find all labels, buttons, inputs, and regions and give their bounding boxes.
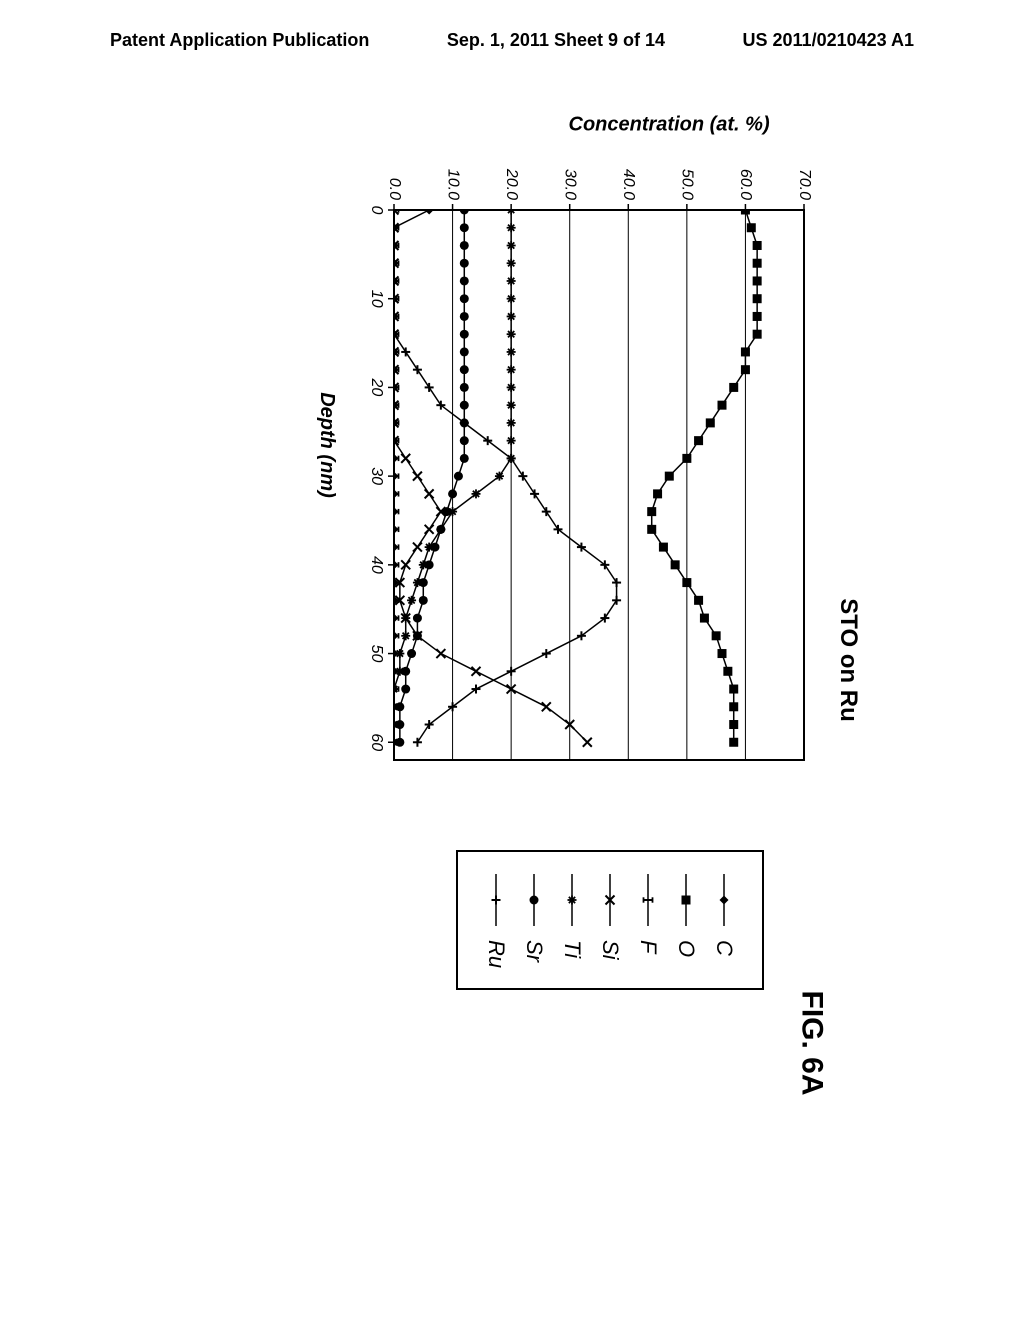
legend-item-sr: Sr xyxy=(520,872,548,968)
legend-label: Ru xyxy=(483,940,509,968)
legend-item-ru: Ru xyxy=(482,872,510,968)
svg-text:0.0: 0.0 xyxy=(386,178,403,200)
svg-text:50: 50 xyxy=(368,645,385,663)
legend-label: Sr xyxy=(521,940,547,962)
svg-text:10: 10 xyxy=(368,290,385,308)
svg-text:0: 0 xyxy=(368,206,385,215)
legend-label: Ti xyxy=(559,940,585,958)
chart-title: STO on Ru xyxy=(834,110,862,1210)
svg-text:10.0: 10.0 xyxy=(444,169,461,200)
y-axis-label: Concentration (at. %) xyxy=(569,114,599,137)
legend-item-o: O xyxy=(672,872,700,968)
chart-container: STO on Ru Concentration (at. %) 0.0 10.0 2… xyxy=(162,110,862,1210)
chart-legend: COF Si Ti Sr Ru xyxy=(456,850,764,990)
svg-text:70.0: 70.0 xyxy=(796,169,813,200)
svg-text:60: 60 xyxy=(368,733,385,751)
svg-text:30: 30 xyxy=(368,467,385,485)
legend-item-c: C xyxy=(710,872,738,968)
legend-item-si: Si xyxy=(596,872,624,968)
svg-text:20: 20 xyxy=(368,378,385,397)
header-right: US 2011/0210423 A1 xyxy=(743,30,914,51)
figure-label: FIG. 6A xyxy=(794,990,828,1095)
legend-label: C xyxy=(711,940,737,956)
x-axis-label: Depth (nm) xyxy=(315,392,338,498)
header-left: Patent Application Publication xyxy=(110,30,369,51)
chart-plot: 0.0 10.0 20.0 30.0 40.0 50.0 60.0 70.0 0 10 20 30 40… xyxy=(344,140,824,780)
svg-text:60.0: 60.0 xyxy=(737,169,754,200)
svg-text:20.0: 20.0 xyxy=(503,168,520,200)
svg-text:30.0: 30.0 xyxy=(561,169,578,200)
svg-text:40: 40 xyxy=(368,556,385,574)
legend-label: F xyxy=(635,940,661,953)
legend-item-ti: Ti xyxy=(558,872,586,968)
svg-text:50.0: 50.0 xyxy=(679,169,696,200)
page-header: Patent Application Publication Sep. 1, 2… xyxy=(0,0,1024,61)
legend-label: O xyxy=(673,940,699,957)
legend-label: Si xyxy=(597,940,623,960)
header-center: Sep. 1, 2011 Sheet 9 of 14 xyxy=(447,30,665,51)
legend-item-f: F xyxy=(634,872,662,968)
svg-text:40.0: 40.0 xyxy=(620,169,637,200)
